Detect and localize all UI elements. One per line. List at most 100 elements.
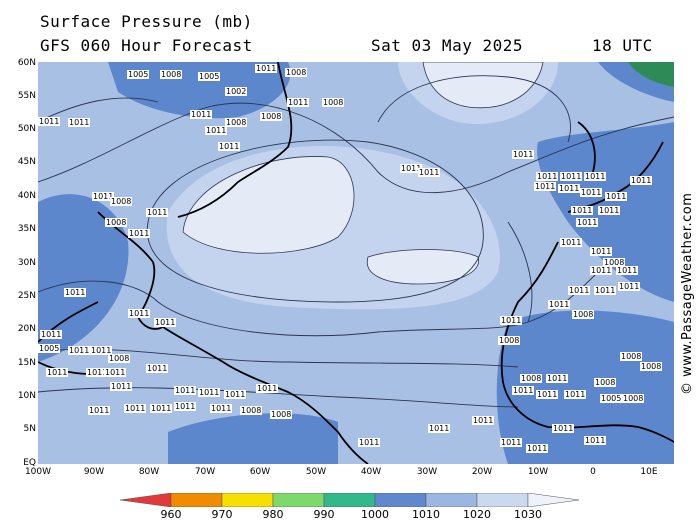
pressure-label: 1011 bbox=[526, 444, 549, 453]
pressure-label: 1008 bbox=[240, 406, 263, 415]
pressure-label: 1011 bbox=[594, 286, 617, 295]
pressure-label: 1011 bbox=[560, 172, 583, 181]
pressure-label: 1011 bbox=[400, 164, 423, 173]
lat-label: EQ bbox=[23, 458, 36, 468]
pressure-label: 1011 bbox=[68, 118, 91, 127]
lon-label: 30W bbox=[416, 467, 438, 477]
pressure-label: 1008 bbox=[622, 394, 645, 403]
pressure-label: 1008 bbox=[270, 410, 293, 419]
pressure-label: 1011 bbox=[584, 436, 607, 445]
pressure-label: 1011 bbox=[500, 438, 523, 447]
pressure-label: 1011 bbox=[174, 402, 197, 411]
pressure-label: 1008 bbox=[620, 352, 643, 361]
high-center-north bbox=[422, 62, 544, 109]
pressure-label: 1011 bbox=[174, 386, 197, 395]
pressure-label: 1005 bbox=[600, 394, 623, 403]
pressure-label: 1011 bbox=[218, 142, 241, 151]
lon-label: 50W bbox=[305, 467, 327, 477]
lat-label: 15N bbox=[17, 358, 36, 368]
low-pressure-south-america bbox=[168, 413, 338, 464]
pressure-label: 1008 bbox=[322, 98, 345, 107]
pressure-label: 1011 bbox=[110, 382, 133, 391]
pressure-label: 1005 bbox=[198, 72, 221, 81]
lon-label: 0 bbox=[590, 467, 596, 477]
lat-label: 5N bbox=[23, 424, 36, 434]
pressure-label: 1011 bbox=[472, 416, 495, 425]
pressure-label: 1011 bbox=[564, 390, 587, 399]
pressure-label: 1011 bbox=[146, 364, 169, 373]
pressure-label: 1011 bbox=[255, 64, 278, 73]
pressure-label: 1011 bbox=[546, 374, 569, 383]
pressure-map bbox=[38, 62, 674, 464]
scale-swatch bbox=[272, 493, 325, 507]
scale-label: 1000 bbox=[361, 508, 389, 521]
lat-label: 25N bbox=[17, 291, 36, 301]
pressure-label: 1005 bbox=[38, 344, 61, 353]
pressure-label: 1008 bbox=[108, 354, 131, 363]
scale-label: 970 bbox=[211, 508, 233, 521]
pressure-label: 1011 bbox=[210, 404, 233, 413]
pressure-label: 1011 bbox=[558, 184, 581, 193]
pressure-label: 1008 bbox=[572, 310, 595, 319]
scale-label: 990 bbox=[313, 508, 335, 521]
pressure-label: 1002 bbox=[225, 87, 248, 96]
pressure-label: 1011 bbox=[534, 182, 557, 191]
high-center-east bbox=[366, 249, 480, 285]
lon-label: 60W bbox=[249, 467, 271, 477]
lon-label: 100W bbox=[24, 467, 52, 477]
pressure-label: 1008 bbox=[260, 112, 283, 121]
low-pressure-labrador bbox=[108, 62, 291, 119]
pressure-label: 1011 bbox=[576, 218, 599, 227]
pressure-label: 1008 bbox=[520, 374, 543, 383]
pressure-label: 1011 bbox=[552, 424, 575, 433]
pressure-label: 1011 bbox=[287, 98, 310, 107]
forecast-time: 18 UTC bbox=[592, 36, 653, 55]
scale-swatch bbox=[374, 493, 427, 507]
pressure-label: 1011 bbox=[128, 309, 151, 318]
pressure-label: 1008 bbox=[105, 218, 128, 227]
pressure-label: 1011 bbox=[568, 286, 591, 295]
lon-label: 70W bbox=[194, 467, 216, 477]
pressure-label: 1011 bbox=[150, 404, 173, 413]
map-title: Surface Pressure (mb) bbox=[40, 12, 253, 31]
lon-label: 10W bbox=[527, 467, 549, 477]
pressure-label: 1011 bbox=[571, 206, 594, 215]
pressure-label: 1011 bbox=[40, 330, 63, 339]
pressure-label: 1011 bbox=[198, 388, 221, 397]
pressure-label: 1011 bbox=[224, 390, 247, 399]
forecast-date: Sat 03 May 2025 bbox=[371, 36, 523, 55]
lat-label: 50N bbox=[17, 124, 36, 134]
pressure-label: 1011 bbox=[590, 247, 613, 256]
pressure-label: 1011 bbox=[536, 172, 559, 181]
pressure-label: 1008 bbox=[225, 118, 248, 127]
lat-label: 35N bbox=[17, 224, 36, 234]
pressure-label: 1008 bbox=[498, 336, 521, 345]
lon-label: 20W bbox=[471, 467, 493, 477]
low-pressure-gulf bbox=[38, 194, 129, 362]
high-center-west bbox=[182, 156, 355, 254]
pressure-label: 1011 bbox=[418, 168, 441, 177]
pressure-label: 1011 bbox=[630, 176, 653, 185]
pressure-label: 1011 bbox=[580, 188, 603, 197]
pressure-label: 1011 bbox=[584, 172, 607, 181]
pressure-label: 1008 bbox=[594, 378, 617, 387]
pressure-label: 1011 bbox=[124, 404, 147, 413]
map-canvas bbox=[38, 62, 674, 464]
scale-swatch bbox=[221, 493, 274, 507]
lat-label: 45N bbox=[17, 157, 36, 167]
pressure-label: 1011 bbox=[605, 192, 628, 201]
pressure-label: 1011 bbox=[190, 110, 213, 119]
pressure-label: 1011 bbox=[560, 238, 583, 247]
pressure-label: 1011 bbox=[88, 406, 111, 415]
lat-label: 60N bbox=[17, 58, 36, 68]
pressure-label: 1011 bbox=[64, 288, 87, 297]
lat-label: 30N bbox=[17, 258, 36, 268]
pressure-label: 1011 bbox=[256, 384, 279, 393]
pressure-label: 1008 bbox=[160, 70, 183, 79]
lat-label: 40N bbox=[17, 191, 36, 201]
pressure-label: 1011 bbox=[68, 346, 91, 355]
pressure-label: 1011 bbox=[46, 368, 69, 377]
scale-swatch bbox=[323, 493, 376, 507]
scale-swatch bbox=[120, 493, 172, 507]
pressure-label: 1011 bbox=[38, 117, 61, 126]
